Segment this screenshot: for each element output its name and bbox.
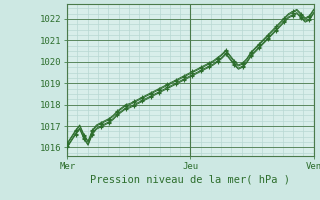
- X-axis label: Pression niveau de la mer( hPa ): Pression niveau de la mer( hPa ): [91, 175, 291, 185]
